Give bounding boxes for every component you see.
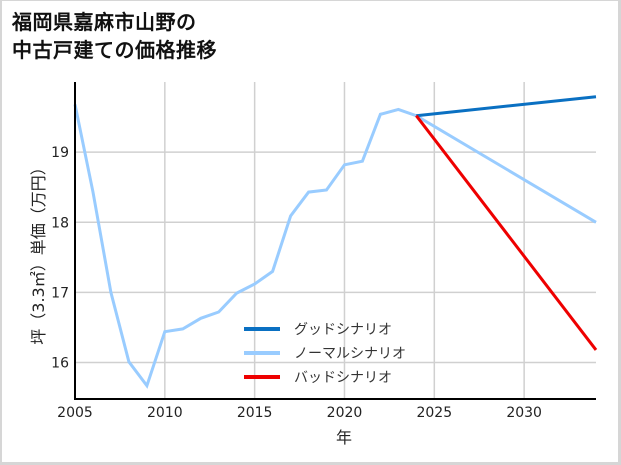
series-line — [416, 95, 597, 118]
x-tick-label: 2005 — [57, 405, 93, 421]
legend-item-good: グッドシナリオ — [244, 317, 406, 341]
legend-item-bad: バッドシナリオ — [244, 365, 406, 389]
tick-labels: 2005 2010 2015 2020 2025 2030 16 17 18 19 — [51, 145, 542, 421]
legend-swatch-bad — [244, 375, 280, 379]
x-tick-label: 2020 — [327, 405, 363, 421]
legend-label-good: グッドシナリオ — [294, 322, 392, 338]
x-tick-label: 2015 — [237, 405, 273, 421]
chart-title: 福岡県嘉麻市山野の 中古戸建ての価格推移 — [12, 8, 217, 64]
legend: グッドシナリオ ノーマルシナリオ バッドシナリオ — [244, 317, 406, 389]
y-tick-label: 19 — [51, 145, 69, 161]
x-axis-label: 年 — [336, 428, 353, 447]
gridlines — [75, 82, 596, 399]
chart-title-line-2: 中古戸建ての価格推移 — [12, 38, 217, 62]
x-tick-label: 2030 — [506, 405, 542, 421]
legend-item-normal: ノーマルシナリオ — [244, 341, 406, 365]
y-tick-label: 16 — [51, 356, 69, 372]
x-tick-label: 2025 — [416, 405, 452, 421]
axes — [74, 82, 596, 400]
legend-swatch-good — [244, 327, 280, 331]
legend-label-normal: ノーマルシナリオ — [294, 346, 406, 362]
series-line — [415, 114, 598, 351]
series-line — [73, 104, 597, 389]
x-tick-label: 2010 — [147, 405, 183, 421]
legend-swatch-normal — [244, 351, 280, 355]
legend-label-bad: バッドシナリオ — [294, 370, 392, 386]
y-tick-label: 18 — [51, 215, 69, 231]
data-series — [73, 95, 598, 389]
y-axis-label: 坪（3.3㎡）単価（万円） — [29, 159, 48, 345]
chart-title-line-1: 福岡県嘉麻市山野の — [12, 10, 197, 34]
y-tick-label: 17 — [51, 285, 69, 301]
